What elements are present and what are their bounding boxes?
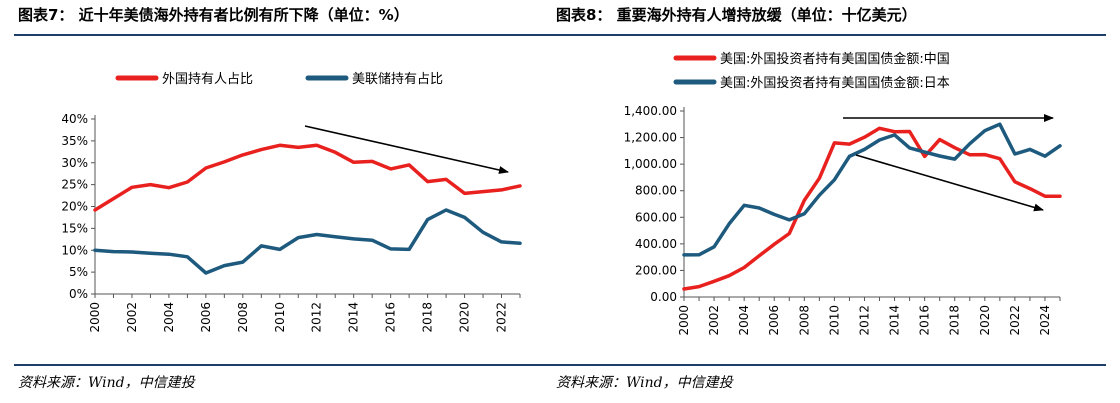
left-x-tick-label: 2014 — [347, 302, 361, 333]
left-source-note: 资料来源：Wind，中信建投 — [18, 375, 195, 391]
right-y-tick-label: 600.00 — [635, 210, 677, 224]
right-series-line-2 — [682, 122, 1062, 257]
right-x-tick-label: 2000 — [677, 305, 691, 336]
right-legend-label-2: 美国:外国投资者持有美国国债金额:日本 — [720, 75, 950, 91]
left-trend-arrow-1 — [304, 125, 509, 174]
right-x-tick-label: 2002 — [707, 305, 721, 336]
left-x-tick-label: 2012 — [310, 302, 324, 333]
right-x-tick-label: 2008 — [797, 305, 811, 336]
right-y-tick-label: 0.00 — [650, 290, 677, 304]
right-legend-label-1: 美国:外国投资者持有美国国债金额:中国 — [720, 51, 950, 67]
right-y-tick-label: 200.00 — [635, 263, 677, 277]
left-y-tick-label: 0% — [69, 287, 88, 301]
bottom-rule — [14, 364, 1106, 366]
left-x-tick-label: 2010 — [273, 302, 287, 333]
left-series-line-1 — [93, 143, 522, 212]
left-x-tick-label: 2006 — [199, 302, 213, 333]
left-legend-label-1: 外国持有人占比 — [162, 72, 253, 87]
left-x-tick-label: 2022 — [495, 302, 509, 333]
left-y-tick-label: 20% — [61, 200, 88, 214]
left-x-tick-label: 2004 — [162, 302, 176, 333]
right-x-tick-label: 2010 — [827, 305, 841, 336]
left-series-line-2 — [93, 208, 522, 275]
right-figure-title: 图表8： 重要海外持有人增持放缓（单位：十亿美元） — [556, 6, 917, 24]
right-trend-arrow-2 — [855, 154, 1044, 212]
right-series-line-1 — [682, 126, 1062, 291]
left-y-tick-label: 10% — [61, 243, 88, 257]
left-y-tick-label: 5% — [69, 265, 88, 279]
left-x-tick-label: 2016 — [384, 302, 398, 333]
left-y-tick-label: 30% — [61, 156, 88, 170]
right-x-tick-label: 2018 — [948, 305, 962, 336]
right-y-tick-label: 800.00 — [635, 184, 677, 198]
left-y-tick-label: 15% — [61, 221, 88, 235]
left-y-tick-label: 25% — [61, 178, 88, 192]
right-x-tick-label: 2024 — [1038, 305, 1052, 336]
top-rule — [14, 34, 1106, 36]
left-x-tick-label: 2008 — [236, 302, 250, 333]
left-y-tick-label: 40% — [61, 112, 88, 126]
right-x-tick-label: 2022 — [1008, 305, 1022, 336]
right-x-tick-label: 2012 — [857, 305, 871, 336]
right-x-tick-label: 2020 — [978, 305, 992, 336]
right-source-note: 资料来源：Wind，中信建投 — [556, 375, 733, 391]
right-y-tick-label: 1,000.00 — [624, 157, 677, 171]
right-x-tick-label: 2014 — [888, 305, 902, 336]
right-x-tick-label: 2006 — [767, 305, 781, 336]
left-x-tick-label: 2002 — [125, 302, 139, 333]
left-legend-label-2: 美联储持有占比 — [352, 72, 443, 87]
right-x-tick-label: 2004 — [737, 305, 751, 336]
left-x-tick-label: 2018 — [421, 302, 435, 333]
left-chart: 0% 5% 10% 15% 20% 25% 30% 35% 40% 2000 2002 2004 200… — [61, 72, 522, 333]
left-y-tick-label: 35% — [61, 134, 88, 148]
left-x-tick-label: 2000 — [88, 302, 102, 333]
right-y-tick-label: 1,200.00 — [624, 131, 677, 145]
left-figure-title: 图表7： 近十年美债海外持有者比例有所下降（单位：%） — [18, 6, 409, 24]
right-y-tick-label: 1,400.00 — [624, 104, 677, 118]
right-chart: 0.00 200.00 400.00 600.00 800.00 1,000.00 1,20… — [624, 51, 1062, 336]
left-x-tick-label: 2020 — [458, 302, 472, 333]
right-x-tick-label: 2016 — [918, 305, 932, 336]
right-y-tick-label: 400.00 — [635, 237, 677, 251]
